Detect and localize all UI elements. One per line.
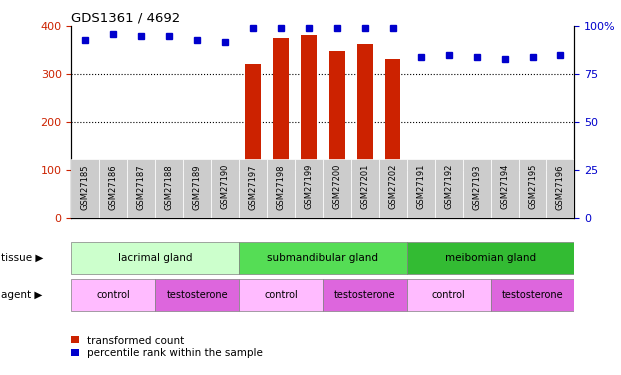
Bar [407, 242, 574, 274]
Bar [323, 279, 407, 311]
Bar [491, 159, 519, 218]
Bar [413, 214, 428, 217]
Bar [463, 159, 491, 218]
Text: meibomian gland: meibomian gland [445, 253, 536, 263]
Bar [155, 279, 239, 311]
Bar [155, 159, 183, 218]
Text: agent ▶: agent ▶ [1, 290, 43, 300]
Bar [435, 159, 463, 218]
Text: control: control [96, 290, 130, 300]
Text: testosterone: testosterone [502, 290, 563, 300]
Text: control: control [264, 290, 298, 300]
Bar [546, 159, 574, 218]
Bar [239, 159, 267, 218]
Text: testosterone: testosterone [334, 290, 396, 300]
Bar [127, 159, 155, 218]
Bar [441, 214, 456, 217]
Text: GSM27196: GSM27196 [556, 164, 565, 210]
Bar [106, 205, 121, 218]
Text: GSM27195: GSM27195 [528, 164, 537, 209]
Bar [497, 216, 512, 217]
Bar [351, 159, 379, 218]
Text: transformed count: transformed count [87, 336, 184, 345]
Bar [134, 203, 149, 217]
Bar [71, 159, 99, 218]
Bar [407, 279, 491, 311]
Text: GSM27186: GSM27186 [109, 164, 118, 210]
Text: GSM27190: GSM27190 [220, 164, 230, 209]
Bar [99, 159, 127, 218]
Bar [239, 279, 323, 311]
Bar [357, 44, 373, 218]
Bar [295, 159, 323, 218]
Bar [519, 159, 546, 218]
Text: GSM27200: GSM27200 [332, 164, 342, 209]
Bar [379, 159, 407, 218]
Bar [525, 216, 540, 217]
Text: control: control [432, 290, 466, 300]
Bar [553, 214, 568, 217]
Text: GSM27191: GSM27191 [416, 164, 425, 209]
Text: GSM27192: GSM27192 [444, 164, 453, 209]
Text: GSM27199: GSM27199 [304, 164, 314, 209]
Text: GSM27194: GSM27194 [500, 164, 509, 209]
Bar [161, 205, 177, 218]
Text: GSM27187: GSM27187 [137, 164, 146, 210]
Bar [267, 159, 295, 218]
Text: percentile rank within the sample: percentile rank within the sample [87, 348, 263, 358]
Bar [245, 63, 261, 217]
Bar [323, 159, 351, 218]
Text: testosterone: testosterone [166, 290, 228, 300]
Text: GSM27185: GSM27185 [81, 164, 90, 210]
Text: GSM27201: GSM27201 [360, 164, 369, 209]
Bar [78, 211, 93, 218]
Text: GDS1361 / 4692: GDS1361 / 4692 [71, 11, 181, 24]
Bar [211, 159, 239, 218]
Bar [385, 59, 401, 217]
Text: GSM27198: GSM27198 [276, 164, 286, 210]
Bar [407, 159, 435, 218]
Bar [469, 216, 484, 217]
Bar [183, 159, 211, 218]
Bar [491, 279, 574, 311]
Bar [71, 279, 155, 311]
Text: GSM27202: GSM27202 [388, 164, 397, 209]
Text: lacrimal gland: lacrimal gland [118, 253, 193, 263]
Bar [273, 38, 289, 218]
Bar [239, 242, 407, 274]
Bar [301, 35, 317, 218]
Bar [217, 210, 233, 218]
Text: GSM27189: GSM27189 [193, 164, 202, 210]
Text: submandibular gland: submandibular gland [268, 253, 378, 263]
Bar [329, 51, 345, 217]
Text: tissue ▶: tissue ▶ [1, 253, 43, 263]
Text: GSM27197: GSM27197 [248, 164, 258, 210]
Bar [189, 207, 205, 218]
Bar [71, 242, 239, 274]
Text: GSM27188: GSM27188 [165, 164, 174, 210]
Text: GSM27193: GSM27193 [472, 164, 481, 210]
